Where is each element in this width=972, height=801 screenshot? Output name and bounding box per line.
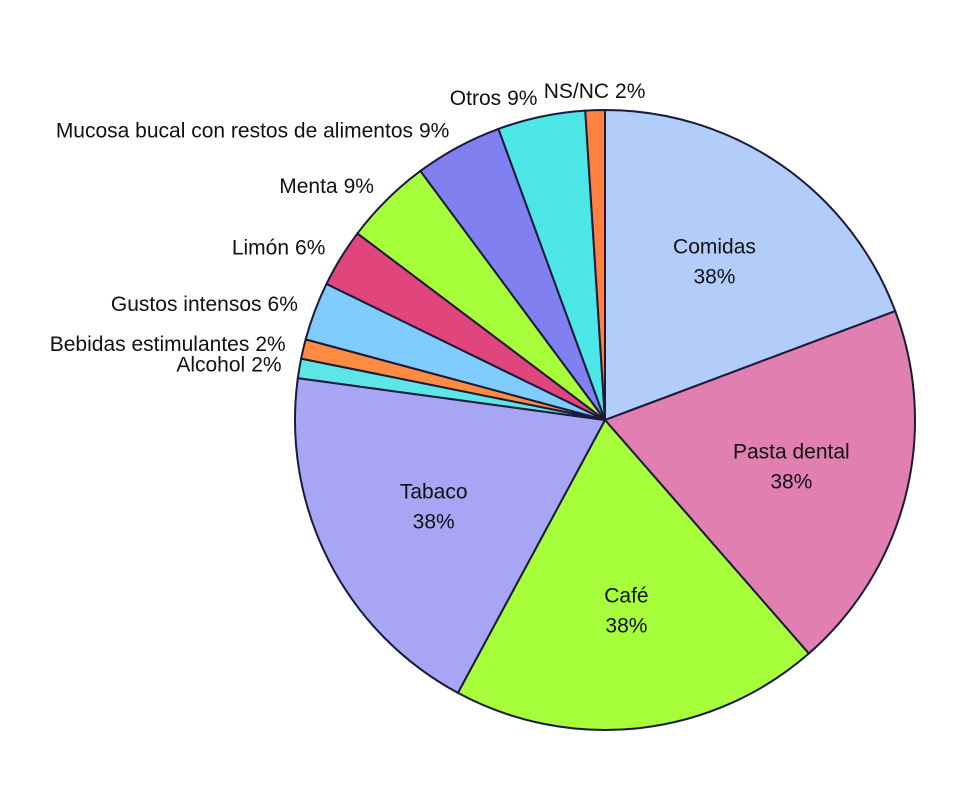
slice-label: Alcohol 2% (176, 353, 281, 376)
value-label: 6% (268, 292, 298, 315)
slice-label: Gustos intensos 6% (111, 292, 298, 315)
pie-slice (584, 108, 606, 421)
slice-label: Café (604, 585, 648, 608)
value-label: 2% (251, 353, 281, 376)
value-label: 38% (770, 471, 812, 494)
slice-label: Comidas (673, 236, 756, 259)
pie-slice (294, 376, 607, 695)
value-label: 38% (413, 511, 455, 534)
category-name: NS/NC (544, 80, 609, 103)
value-label: 9% (344, 175, 374, 198)
category-name: Limón (232, 236, 289, 259)
slice-label: Bebidas estimulantes 2% (50, 332, 286, 355)
value-label: 2% (255, 332, 285, 355)
value-label: 2% (615, 80, 645, 103)
category-name: Menta (279, 175, 338, 198)
value-label: 9% (419, 119, 449, 142)
value-label: 6% (295, 236, 325, 259)
category-name: Gustos intensos (111, 292, 262, 315)
slice-label: NS/NC 2% (544, 80, 646, 103)
slice-label: Mucosa bucal con restos de alimentos 9% (56, 119, 450, 142)
slice-label: Menta 9% (279, 175, 374, 198)
value-label: 38% (693, 266, 735, 289)
slice-label: Otros 9% (450, 87, 538, 110)
value-label: 38% (605, 615, 647, 638)
slice-label: Limón 6% (232, 236, 326, 259)
pie-slice (603, 309, 916, 655)
slice-label: Pasta dental (733, 441, 850, 464)
category-name: Alcohol (176, 353, 245, 376)
category-name: Otros (450, 87, 501, 110)
category-name: Bebidas estimulantes (50, 332, 250, 355)
value-label: 9% (507, 87, 537, 110)
category-name: Mucosa bucal con restos de alimentos (56, 119, 413, 142)
slice-label: Tabaco (400, 481, 468, 504)
pie-slice (604, 108, 897, 422)
pie-slice (456, 418, 811, 731)
